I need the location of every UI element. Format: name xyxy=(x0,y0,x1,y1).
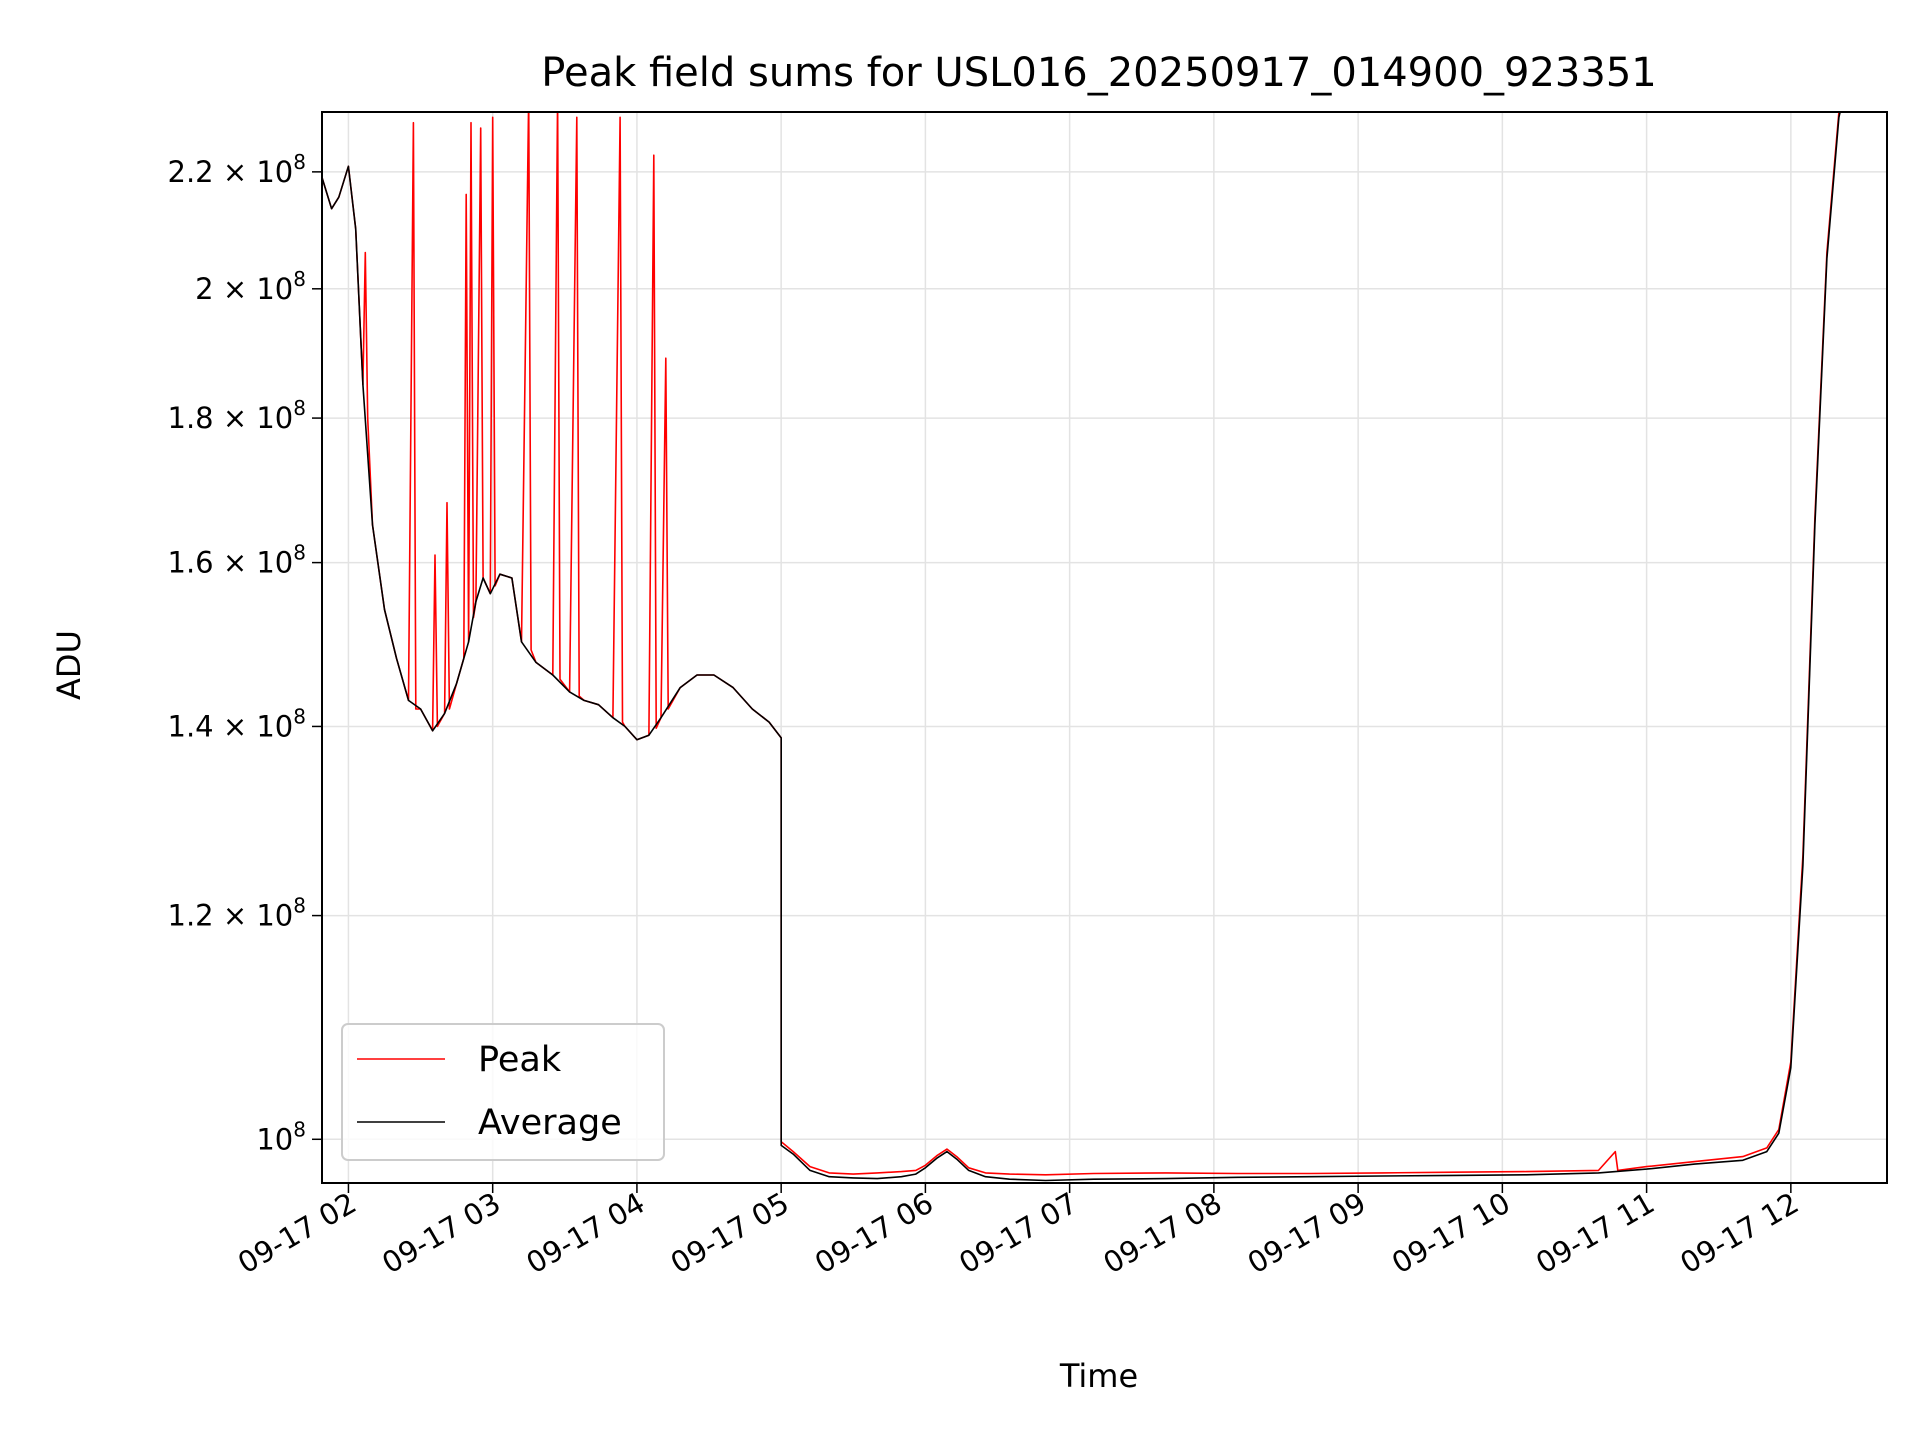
y-tick-label: 1.4 × 108 xyxy=(168,704,307,743)
legend: Peak Average xyxy=(341,1023,665,1161)
series-line-average xyxy=(322,112,1841,1182)
y-tick-label: 1.8 × 108 xyxy=(168,396,307,435)
legend-label-peak: Peak xyxy=(478,1040,562,1080)
grid xyxy=(322,112,1887,1183)
plot-frame xyxy=(321,111,1888,1184)
y-tick-label: 1.6 × 108 xyxy=(168,541,307,580)
y-axis: 108 1.2 × 108 1.4 × 108 1.6 × 108 1.8 × 108 2… xyxy=(168,150,322,1156)
y-tick-label: 108 xyxy=(256,1117,306,1156)
legend-label-average: Average xyxy=(478,1103,622,1143)
x-axis-title: Time xyxy=(1059,1357,1138,1395)
y-tick-label: 2.2 × 108 xyxy=(168,150,307,189)
y-axis-title: ADU xyxy=(50,630,88,700)
y-tick-label: 2 × 108 xyxy=(195,267,306,306)
chart-title: Peak field sums for USL016_20250917_0149… xyxy=(541,50,1656,96)
plot-area xyxy=(322,112,1841,1182)
y-tick-label: 1.2 × 108 xyxy=(168,894,307,933)
legend-box xyxy=(341,1023,665,1161)
